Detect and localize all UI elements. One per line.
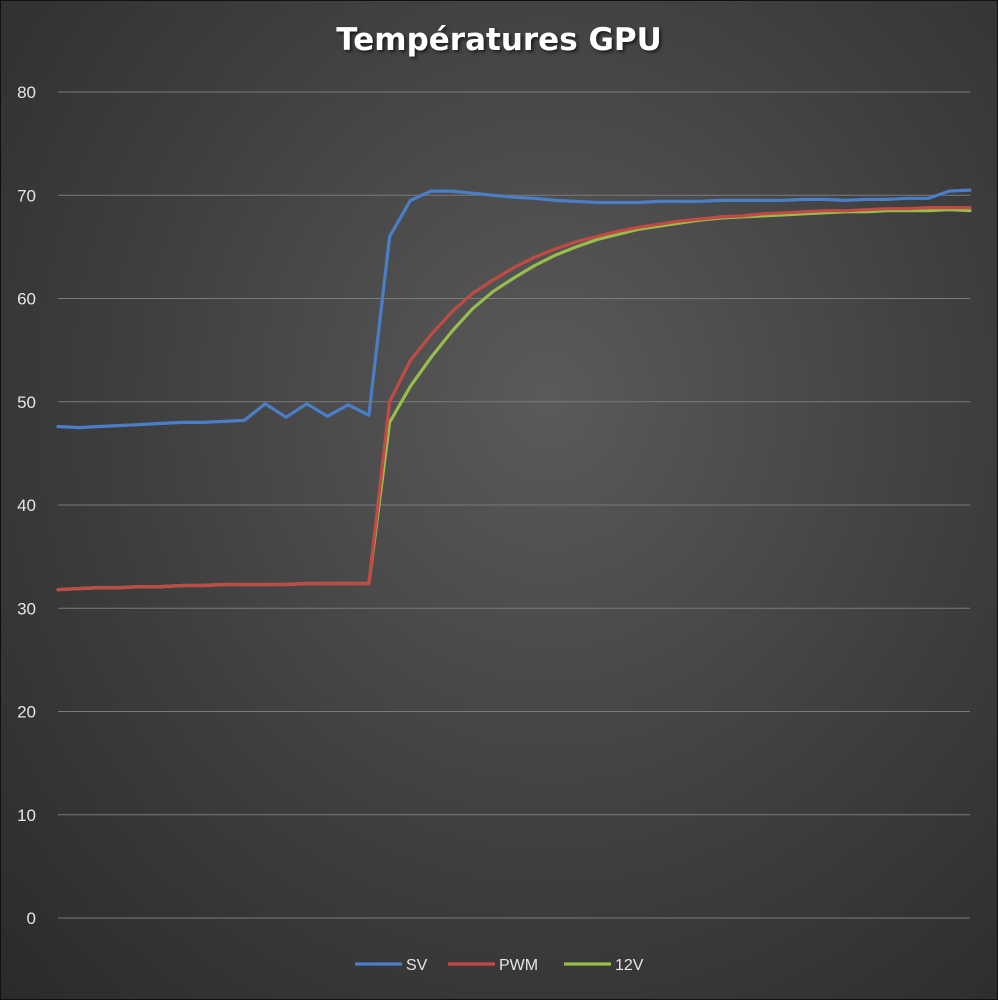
y-tick-label: 10 [17,806,36,825]
y-tick-label: 80 [17,83,36,102]
legend-label-sv: SV [406,957,428,974]
y-axis-ticks: 0 10 20 30 40 50 60 70 80 [17,83,36,928]
series-line-pwm [56,206,972,592]
y-tick-label: 60 [17,290,36,309]
legend: SV PWM 12V [355,957,644,974]
legend-label-pwm: PWM [499,957,538,974]
y-tick-label: 0 [27,909,36,928]
series-lines [56,188,972,592]
legend-label-12v: 12V [615,957,644,974]
gridlines [58,91,970,919]
y-tick-label: 30 [17,599,36,618]
y-tick-label: 70 [17,186,36,205]
chart-title: Températures GPU [336,22,662,58]
y-tick-label: 20 [17,703,36,722]
y-tick-label: 50 [17,393,36,412]
y-tick-label: 40 [17,496,36,515]
series-line-sv [56,188,972,430]
